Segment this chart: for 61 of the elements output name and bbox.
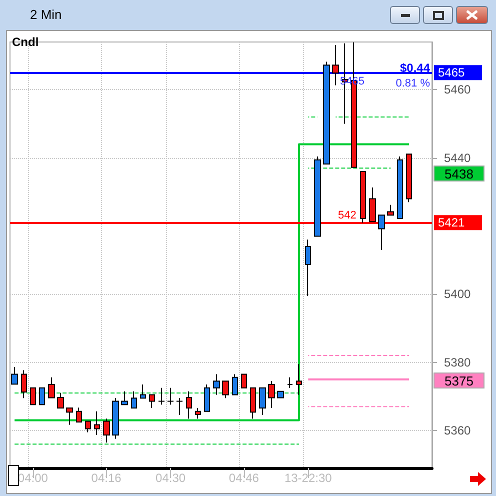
candlestick: [48, 376, 55, 398]
x-tick-label: 13-22:30: [284, 471, 332, 485]
candlestick: [277, 390, 284, 398]
candlestick: [103, 418, 110, 443]
candlestick: [378, 214, 385, 250]
candlestick: [149, 394, 155, 409]
candlestick: [323, 61, 330, 165]
annotation: $0.44: [400, 61, 430, 75]
candlestick: [195, 408, 201, 420]
candlestick: [39, 387, 45, 406]
candlestick: [222, 380, 229, 399]
candlestick: [397, 156, 403, 220]
annotation: 542: [338, 210, 356, 222]
text: 5375: [444, 374, 474, 388]
annotation: 0.81 %: [396, 78, 430, 90]
x-tick-label: 04:16: [91, 471, 122, 485]
candlestick: [66, 408, 73, 426]
candlestick: [85, 420, 91, 433]
y-tick-label: 5360: [444, 424, 472, 438]
chart-title: 2 Min: [30, 7, 62, 22]
candlestick: [241, 374, 247, 388]
candlestick: [406, 154, 412, 203]
candlestick: [121, 390, 128, 406]
candlestick: [387, 204, 394, 216]
ref-line-label: 5465: [438, 66, 466, 80]
x-tick-label: 04:30: [156, 471, 186, 485]
candlestick: [30, 387, 36, 406]
candlestick: [94, 410, 100, 436]
candlestick: [287, 376, 293, 388]
y-tick-label: 5400: [444, 287, 472, 302]
candlestick: [57, 392, 64, 409]
candlestick: [21, 370, 27, 399]
y-tick-label: 5440: [444, 150, 472, 165]
candlestick: [250, 387, 256, 420]
x-tick-label: 04:46: [228, 471, 260, 485]
candlestick: [158, 387, 165, 406]
candlestick: [332, 44, 339, 86]
candlestick: [259, 387, 266, 416]
candlestick: [314, 156, 321, 237]
candlestick: [305, 239, 311, 296]
candlestick: [296, 364, 302, 396]
candlestick: [268, 380, 275, 409]
candlestick: [360, 171, 366, 224]
candlestick: [76, 407, 82, 422]
candlestick: [204, 384, 210, 412]
candlestick: [213, 374, 220, 396]
candlestick: [186, 390, 192, 420]
ref-line-label: 5421: [438, 216, 466, 230]
candlestick: [140, 384, 146, 399]
x-tick-label: 04:00: [18, 471, 48, 485]
candlestick: [131, 390, 137, 409]
candlestick: [167, 387, 174, 406]
text: 5438: [444, 166, 474, 182]
y-tick-label: 5380: [444, 355, 472, 370]
candlestick: [176, 398, 183, 416]
candlestick: [369, 187, 376, 222]
candlestick: [112, 398, 119, 440]
y-tick-label: 5460: [444, 82, 472, 97]
annotation: Cndl: [12, 35, 39, 49]
candlestick: [232, 374, 238, 396]
candlestick: [11, 366, 18, 385]
